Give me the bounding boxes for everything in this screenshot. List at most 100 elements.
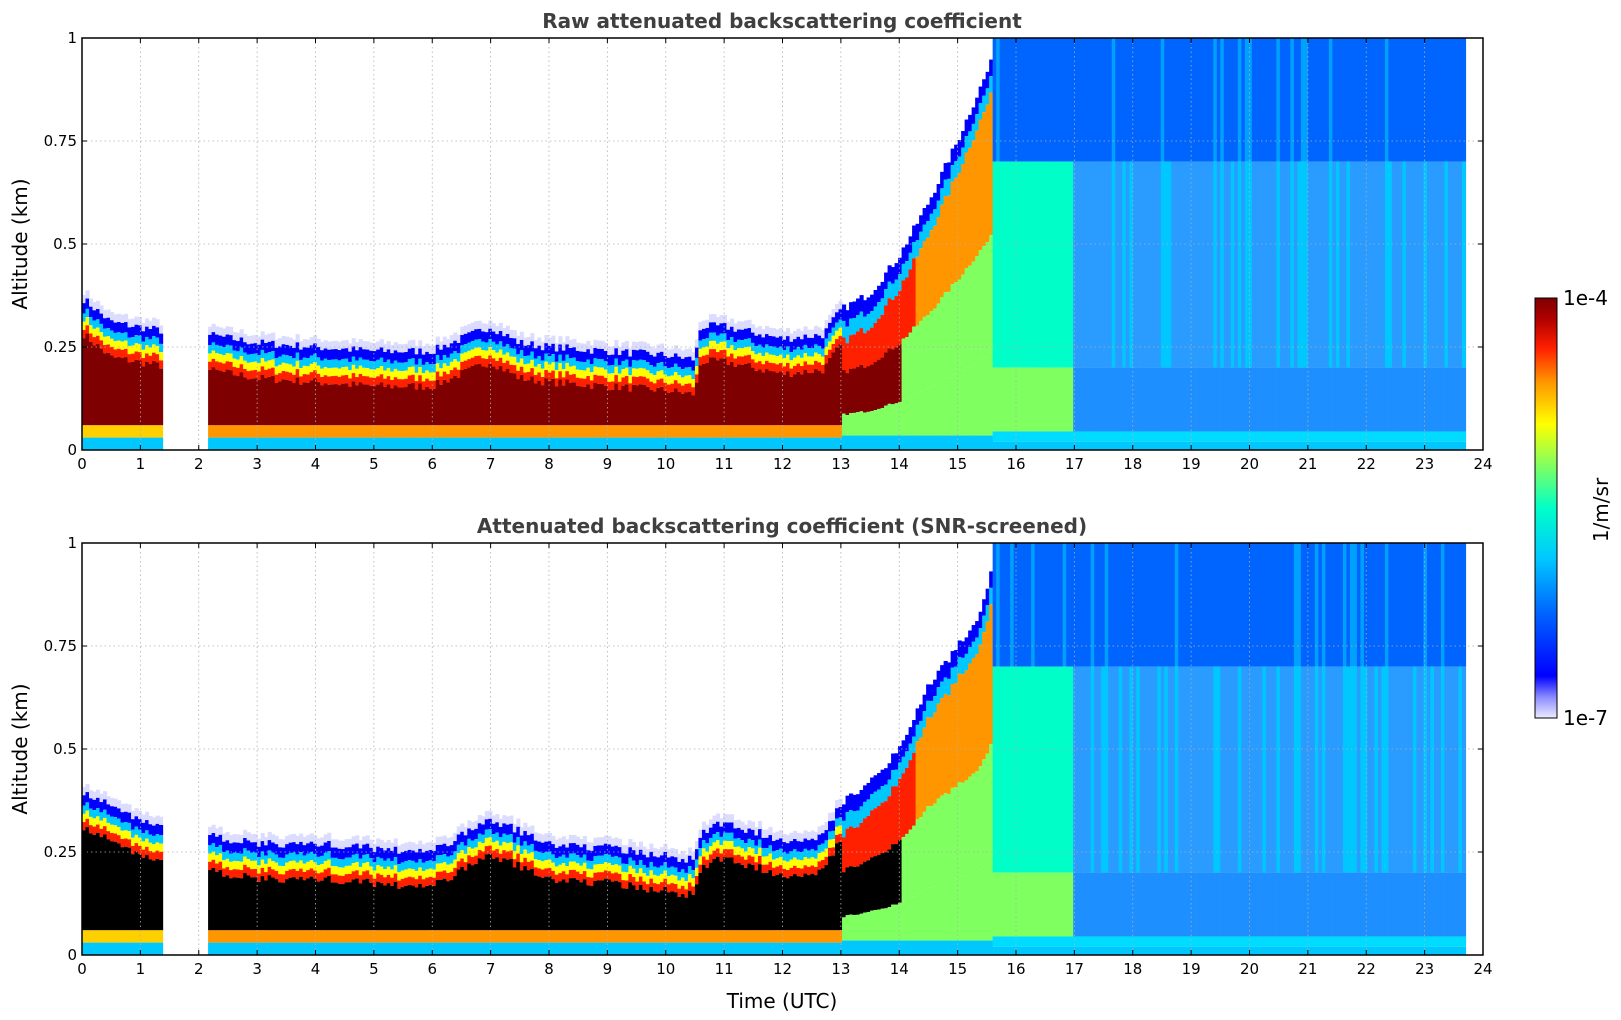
heatmap-column: [708, 314, 714, 450]
heatmap-column: [736, 819, 742, 955]
heatmap-column: [257, 336, 262, 450]
heatmap-column: [817, 327, 822, 450]
heatmap-column: [1034, 543, 1039, 955]
x-axis-label: Time (UTC): [726, 989, 838, 1013]
heatmap-column: [288, 337, 293, 450]
heatmap-column: [740, 321, 745, 450]
heatmap-column: [863, 785, 868, 955]
x-tick-label: 11: [715, 455, 734, 473]
heatmap-column: [1398, 38, 1404, 450]
heatmap-column: [1388, 543, 1393, 955]
heatmap-column: [754, 827, 759, 955]
heatmap-column: [306, 835, 311, 955]
heatmap-column: [1220, 38, 1225, 450]
x-tick-label: 16: [1006, 960, 1025, 978]
heatmap-column: [729, 814, 735, 955]
heatmap-column: [1195, 543, 1200, 955]
heatmap-column: [243, 333, 248, 450]
heatmap-column: [645, 849, 651, 955]
heatmap-column: [1164, 543, 1169, 955]
heatmap-column: [365, 835, 370, 955]
heatmap-column: [712, 314, 717, 450]
heatmap-column: [348, 343, 353, 450]
heatmap-column: [250, 335, 255, 450]
heatmap-column: [390, 842, 395, 955]
heatmap-column: [358, 840, 363, 955]
heatmap-column: [533, 832, 538, 955]
heatmap-column: [271, 332, 276, 450]
heatmap-column: [722, 814, 728, 955]
heatmap-column: [565, 839, 570, 955]
heatmap-column: [1391, 38, 1397, 450]
heatmap-column: [1458, 543, 1463, 955]
heatmap-column: [432, 842, 437, 955]
heatmap-column: [771, 328, 777, 450]
heatmap-column: [1234, 543, 1239, 955]
heatmap-column: [1426, 543, 1432, 955]
heatmap-column: [453, 332, 458, 450]
x-tick-label: 9: [603, 455, 613, 473]
heatmap-column: [873, 289, 878, 450]
heatmap-column: [92, 302, 97, 450]
heatmap-column: [110, 797, 115, 955]
heatmap-column: [929, 197, 934, 450]
heatmap-column: [1143, 543, 1148, 955]
heatmap-column: [1192, 38, 1197, 450]
heatmap-column: [1437, 38, 1442, 450]
heatmap-column: [239, 834, 244, 955]
heatmap-column: [905, 734, 910, 955]
heatmap-column: [1314, 543, 1319, 955]
x-tick-label: 16: [1006, 455, 1025, 473]
heatmap-column: [1038, 38, 1043, 450]
x-tick-label: 8: [544, 455, 554, 473]
heatmap-column: [975, 97, 980, 450]
heatmap-column: [950, 651, 955, 955]
heatmap-column: [327, 341, 332, 450]
heatmap-column: [1220, 543, 1225, 955]
heatmap-column: [561, 836, 566, 955]
x-tick-label: 12: [773, 455, 792, 473]
heatmap-column: [943, 163, 948, 450]
heatmap-column: [1346, 543, 1351, 955]
heatmap-column: [365, 341, 370, 450]
heatmap-column: [309, 337, 314, 450]
heatmap-column: [547, 337, 552, 450]
heatmap-column: [330, 839, 335, 955]
heatmap-column: [1444, 38, 1449, 450]
heatmap-column: [411, 842, 416, 955]
heatmap-column: [852, 301, 857, 450]
heatmap-column: [1129, 38, 1134, 450]
x-tick-label: 12: [773, 960, 792, 978]
heatmap-column: [82, 294, 87, 450]
heatmap-column: [460, 326, 465, 450]
heatmap-column: [1356, 38, 1362, 450]
heatmap-column: [526, 336, 531, 450]
heatmap-column: [306, 339, 311, 450]
heatmap-column: [803, 326, 808, 450]
heatmap-column: [1216, 38, 1221, 450]
heatmap-column: [1454, 38, 1460, 450]
heatmap-column: [134, 808, 139, 955]
heatmap-column: [877, 285, 882, 450]
heatmap-column: [884, 768, 889, 955]
heatmap-column: [1139, 543, 1144, 955]
heatmap-column: [1216, 543, 1221, 955]
heatmap-column: [1181, 38, 1186, 450]
heatmap-column: [677, 348, 682, 450]
heatmap-column: [1416, 38, 1421, 450]
heatmap-column: [1328, 543, 1333, 955]
heatmap-column: [961, 641, 966, 955]
heatmap-column: [996, 543, 1001, 955]
heatmap-column: [460, 823, 465, 955]
x-tick-label: 24: [1473, 960, 1492, 978]
heatmap-column: [551, 335, 556, 450]
heatmap-column: [1262, 543, 1267, 955]
heatmap-column: [425, 343, 430, 450]
heatmap-column: [1258, 543, 1263, 955]
heatmap-column: [372, 843, 377, 955]
heatmap-column: [1332, 543, 1337, 955]
y-axis-label: Altitude (km): [8, 683, 32, 814]
heatmap-column: [253, 833, 258, 955]
heatmap-column: [835, 304, 840, 450]
heatmap-column: [786, 327, 791, 450]
